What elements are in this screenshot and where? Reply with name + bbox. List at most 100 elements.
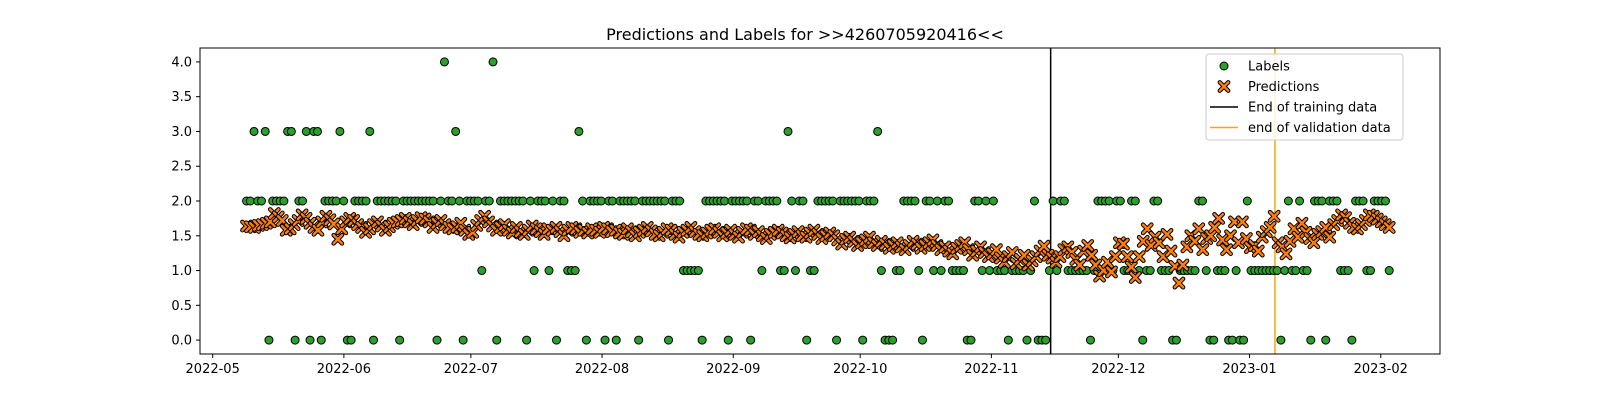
label-point: [1052, 266, 1062, 276]
label-point: [439, 57, 449, 67]
label-point: [1220, 266, 1230, 276]
prediction-point: [1176, 258, 1190, 272]
label-point: [1029, 196, 1039, 206]
label-point: [1343, 266, 1353, 276]
prediction-marker-stroke: [1268, 210, 1280, 222]
label-point: [809, 266, 819, 276]
label-point: [1003, 335, 1013, 345]
label-point: [1201, 266, 1211, 276]
prediction-marker-stroke: [1038, 240, 1050, 252]
prediction-marker-stroke: [1308, 237, 1320, 249]
label-point: [1295, 196, 1305, 206]
prediction-marker-stroke: [1383, 222, 1395, 233]
prediction-marker-stroke: [1252, 245, 1264, 257]
label-point: [488, 57, 498, 67]
x-tick-label: 2022-05: [186, 362, 240, 377]
label-point: [1347, 335, 1357, 345]
label-point: [959, 266, 969, 276]
prediction-marker-stroke: [1284, 235, 1296, 247]
prediction-marker-stroke: [1189, 235, 1201, 247]
label-point: [335, 126, 345, 136]
label-point: [753, 196, 763, 206]
prediction-point: [1073, 258, 1087, 272]
label-point: [914, 266, 924, 276]
label-point: [492, 335, 502, 345]
prediction-marker-stroke: [1161, 228, 1173, 240]
prediction-point: [1204, 229, 1218, 243]
prediction-marker-stroke: [1221, 244, 1232, 256]
prediction-marker-stroke: [1106, 266, 1117, 278]
label-point: [723, 335, 733, 345]
prediction-point: [1132, 250, 1146, 264]
label-point: [1041, 335, 1051, 345]
label-point: [279, 196, 289, 206]
x-tick-label: 2023-01: [1222, 362, 1276, 377]
legend-label: Labels: [1248, 60, 1290, 75]
label-point: [1291, 266, 1301, 276]
prediction-marker-stroke: [455, 217, 467, 229]
prediction-marker-stroke: [1169, 260, 1181, 272]
y-tick-label: 0.5: [171, 299, 192, 314]
label-point: [828, 196, 838, 206]
prediction-marker-stroke: [332, 233, 344, 245]
prediction-point: [1251, 244, 1265, 258]
prediction-point: [990, 243, 1003, 257]
prediction-marker-stroke: [328, 218, 340, 230]
prediction-point: [311, 223, 325, 237]
label-point: [1022, 335, 1032, 345]
prediction-marker-stroke: [1066, 247, 1078, 258]
label-point: [693, 266, 703, 276]
x-tick-label: 2022-08: [575, 362, 629, 377]
x-tick-label: 2022-07: [444, 362, 498, 377]
prediction-marker-stroke: [1129, 272, 1141, 283]
label-point: [873, 126, 883, 136]
label-point: [876, 266, 886, 276]
label-point: [544, 266, 554, 276]
label-point: [895, 266, 905, 276]
label-point: [1280, 266, 1290, 276]
label-point: [477, 266, 487, 276]
label-point: [522, 335, 532, 345]
x-tick-label: 2022-10: [833, 362, 887, 377]
label-point: [1138, 335, 1148, 345]
label-point: [1366, 266, 1376, 276]
legend-label: end of validation data: [1248, 121, 1391, 136]
prediction-point: [1382, 221, 1396, 234]
label-point: [929, 266, 939, 276]
y-tick-label: 3.5: [171, 90, 192, 105]
legend-label: End of training data: [1248, 101, 1377, 116]
label-point: [1171, 335, 1181, 345]
label-point: [783, 126, 793, 136]
label-point: [1048, 196, 1058, 206]
predictions-series: [240, 207, 1396, 290]
label-point: [988, 196, 998, 206]
prediction-marker-stroke: [1193, 223, 1205, 235]
label-point: [854, 196, 864, 206]
label-point: [578, 196, 588, 206]
label-point: [339, 196, 349, 206]
label-point: [451, 126, 461, 136]
label-point: [973, 196, 983, 206]
label-point: [757, 266, 767, 276]
chart-title: Predictions and Labels for >>42607059204…: [606, 25, 1004, 44]
prediction-marker-stroke: [1205, 230, 1217, 242]
x-tick-label: 2022-12: [1091, 362, 1145, 377]
prediction-marker-stroke: [1082, 240, 1094, 251]
prediction-marker-stroke: [1213, 212, 1225, 224]
prediction-point: [1164, 244, 1178, 258]
label-point: [936, 266, 946, 276]
prediction-point: [1116, 237, 1130, 251]
prediction-point: [1192, 222, 1206, 236]
label-point: [458, 335, 468, 345]
label-point: [1239, 335, 1249, 345]
label-point: [256, 196, 266, 206]
prediction-marker-stroke: [1086, 249, 1098, 261]
prediction-point: [1081, 239, 1095, 252]
x-tick-label: 2022-09: [706, 362, 760, 377]
labels-series: [242, 57, 1394, 345]
label-point: [1272, 266, 1282, 276]
label-point: [858, 335, 868, 345]
label-point: [1059, 196, 1069, 206]
prediction-marker-stroke: [276, 215, 288, 226]
